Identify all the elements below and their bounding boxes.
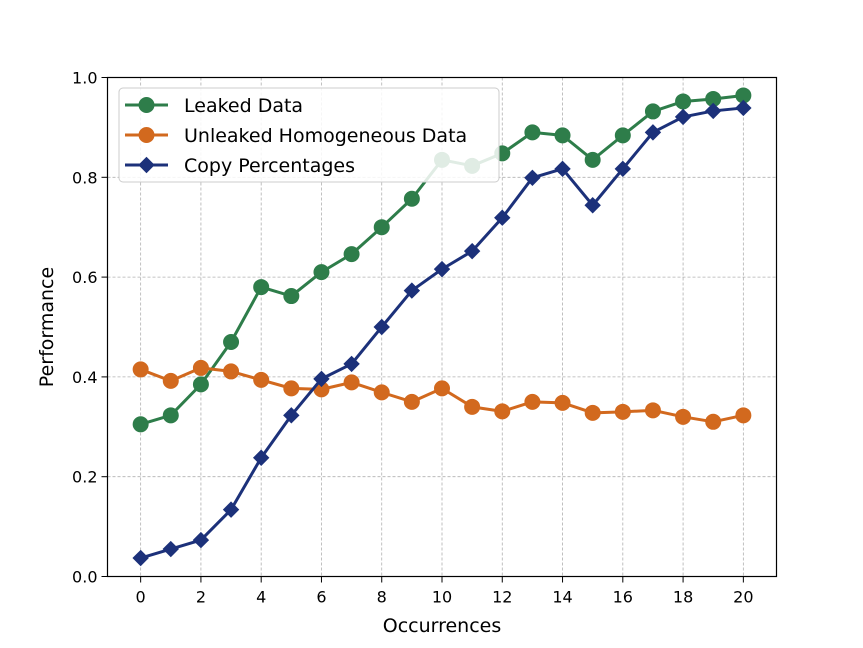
data-point: [192, 359, 209, 376]
y-axis-title: Performance: [36, 267, 58, 387]
legend-label: Copy Percentages: [184, 155, 355, 177]
data-point: [524, 393, 541, 410]
x-tick-label: 18: [673, 588, 693, 607]
legend-item-copy-percentages: Copy Percentages: [125, 155, 355, 177]
data-point: [614, 160, 632, 178]
data-point: [222, 501, 240, 518]
legend-marker: [138, 156, 155, 174]
data-point: [735, 99, 752, 117]
legend-label: Leaked Data: [184, 95, 303, 117]
data-point: [343, 355, 360, 373]
x-axis-title: Occurrences: [383, 615, 502, 637]
data-point: [705, 102, 722, 120]
data-point: [162, 372, 179, 389]
y-tick-label: 1.0: [72, 69, 97, 88]
x-tick-label: 20: [733, 588, 753, 607]
data-point: [584, 404, 601, 421]
series-unleaked-homogeneous-data: [132, 359, 752, 430]
data-point: [614, 127, 631, 144]
data-point: [584, 151, 601, 168]
data-point: [162, 540, 179, 558]
data-point: [674, 108, 692, 126]
data-point: [614, 403, 631, 420]
data-point: [373, 219, 390, 236]
data-point: [192, 376, 209, 393]
data-point: [463, 242, 481, 260]
data-point: [283, 288, 300, 305]
legend-item-leaked-data: Leaked Data: [125, 95, 303, 117]
data-point: [644, 402, 661, 419]
data-point: [192, 531, 210, 549]
data-point: [313, 264, 330, 281]
data-point: [252, 449, 270, 466]
x-tick-label: 4: [256, 588, 266, 607]
data-point: [283, 380, 300, 397]
data-point: [253, 279, 270, 296]
legend-label: Unleaked Homogeneous Data: [184, 125, 467, 147]
data-point: [675, 408, 692, 425]
data-point: [283, 407, 300, 424]
x-tick-label: 0: [136, 588, 146, 607]
data-point: [132, 361, 149, 378]
data-point: [403, 190, 420, 207]
legend: Leaked Data Unleaked Homogeneous Data Copy…: [118, 87, 500, 183]
data-point: [253, 371, 270, 388]
y-tick-label: 0.4: [72, 368, 97, 387]
data-point: [494, 209, 511, 226]
data-point: [524, 124, 541, 141]
y-tick-label: 0.0: [72, 568, 97, 587]
data-point: [524, 169, 541, 187]
data-point: [554, 160, 571, 178]
data-point: [373, 384, 390, 401]
data-point: [644, 103, 661, 120]
data-point: [554, 394, 571, 411]
x-tick-label: 16: [613, 588, 633, 607]
data-point: [223, 333, 240, 350]
y-tick-label: 0.6: [72, 268, 97, 287]
x-tick-label: 6: [316, 588, 326, 607]
legend-box: [118, 87, 500, 183]
y-tick-label: 0.2: [72, 468, 97, 487]
data-point: [434, 380, 450, 397]
data-point: [584, 197, 601, 214]
x-tick-label: 8: [377, 588, 387, 607]
legend-marker: [138, 127, 155, 143]
legend-item-unleaked-homogeneous-data: Unleaked Homogeneous Data: [125, 125, 467, 147]
data-point: [373, 318, 390, 336]
series-copy-percentages: [132, 99, 752, 567]
data-point: [313, 370, 330, 388]
x-tick-label: 2: [196, 588, 206, 607]
data-point: [494, 403, 511, 420]
data-point: [162, 407, 179, 424]
axis-ticks: 0 2 4 6 8 10 12 14 16 18 20 0.0 0.2 0.4 0.6 0.8 1.0: [72, 69, 753, 607]
data-point: [554, 127, 571, 144]
data-point: [433, 260, 451, 278]
legend-marker: [138, 97, 155, 113]
data-point: [343, 374, 360, 391]
data-point: [223, 363, 240, 380]
data-point: [132, 416, 149, 433]
x-tick-label: 12: [492, 588, 512, 607]
x-tick-label: 10: [432, 588, 452, 607]
data-point: [644, 124, 662, 141]
legend-items: Leaked Data Unleaked Homogeneous Data Copy…: [125, 95, 467, 177]
data-point: [705, 413, 722, 430]
data-point: [735, 407, 752, 424]
data-point: [464, 398, 481, 415]
data-point: [132, 549, 149, 567]
x-tick-label: 14: [552, 588, 572, 607]
data-point: [403, 393, 420, 410]
data-point: [343, 246, 360, 263]
y-tick-label: 0.8: [72, 168, 97, 187]
data-point: [675, 93, 692, 110]
data-point: [403, 282, 421, 299]
